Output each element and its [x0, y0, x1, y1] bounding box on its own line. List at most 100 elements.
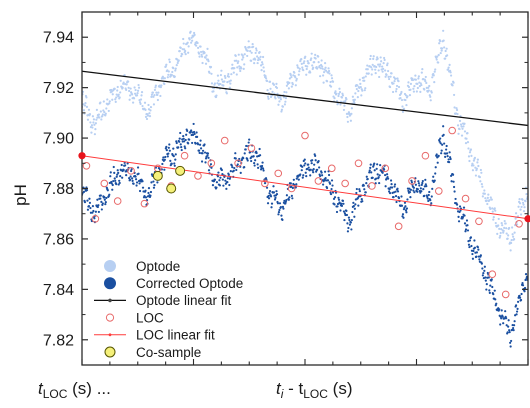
corrected-optode-point — [454, 197, 457, 201]
optode-point — [438, 42, 441, 45]
corrected-optode-point — [105, 196, 108, 200]
optode-point — [171, 70, 174, 74]
corrected-optode-point — [209, 163, 213, 166]
legend-label-loc_fit: LOC linear fit — [136, 328, 215, 343]
optode-point — [140, 94, 143, 97]
optode-point — [188, 38, 191, 41]
optode-point — [258, 51, 261, 54]
corrected-optode-point — [325, 186, 329, 190]
axis-ticks: 7.82 7.84 7.86 7.88 7.90 7.92 7.94 — [43, 12, 530, 365]
optode-point — [514, 212, 518, 215]
optode-point — [227, 72, 230, 76]
corrected-optode-point — [407, 189, 410, 192]
optode-point — [240, 67, 243, 70]
optode-point — [424, 75, 427, 79]
optode-point — [290, 85, 293, 88]
optode-point — [143, 101, 147, 104]
corrected-optode-point — [373, 162, 376, 165]
optode-point — [91, 126, 94, 129]
corrected-optode-point — [427, 199, 430, 203]
optode-point — [170, 73, 173, 77]
corrected-optode-point — [219, 176, 222, 179]
corrected-optode-point — [403, 201, 407, 204]
corrected-optode-point — [137, 172, 140, 175]
optode-point — [251, 43, 254, 46]
corrected-optode-point — [352, 204, 355, 208]
optode-point — [394, 77, 397, 80]
corrected-optode-point — [442, 133, 445, 136]
optode-point — [99, 110, 102, 113]
optode-point — [281, 105, 285, 108]
corrected-optode-point — [340, 202, 343, 205]
optode-point — [486, 196, 489, 199]
optode-point — [297, 73, 300, 76]
optode-point — [337, 92, 341, 96]
loc-fit-endpoint-marker — [524, 215, 530, 223]
optode-point — [423, 88, 426, 91]
corrected-optode-point — [438, 140, 441, 143]
corrected-optode-point — [115, 175, 118, 178]
optode-point — [341, 92, 344, 95]
optode-point — [242, 56, 245, 59]
optode-point — [372, 57, 375, 60]
corrected-optode-point — [333, 196, 337, 199]
optode-point — [407, 85, 411, 89]
corrected-optode-point — [289, 182, 292, 185]
corrected-optode-point — [472, 249, 475, 253]
optode-point — [427, 89, 430, 92]
corrected-optode-point — [475, 251, 478, 254]
corrected-optode-point — [111, 183, 114, 187]
optode-point — [370, 66, 373, 69]
optode-point — [239, 69, 242, 73]
optode-point — [309, 71, 312, 74]
corrected-optode-point — [187, 142, 190, 145]
corrected-optode-point — [275, 193, 279, 196]
optode-point — [288, 81, 291, 85]
corrected-optode-point — [167, 146, 170, 149]
corrected-optode-point — [365, 182, 368, 185]
optode-point — [513, 231, 516, 234]
corrected-optode-point — [468, 239, 472, 242]
corrected-optode-point — [108, 193, 111, 196]
corrected-optode-point — [513, 320, 516, 323]
corrected-optode-point — [250, 159, 253, 163]
optode-point — [103, 110, 106, 114]
corrected-optode-point — [173, 164, 176, 167]
corrected-optode-point — [368, 169, 371, 172]
optode-point — [490, 198, 493, 201]
corrected-optode-point — [440, 149, 443, 152]
loc-point — [354, 159, 363, 168]
optode-point — [159, 86, 162, 89]
optode-point — [380, 60, 383, 63]
optode-point — [271, 90, 274, 93]
optode-point — [501, 224, 504, 227]
corrected-optode-point — [505, 324, 508, 327]
optode-point — [385, 73, 388, 77]
optode-point — [250, 51, 253, 54]
corrected-optode-point — [509, 345, 512, 348]
corrected-optode-point — [230, 164, 233, 167]
corrected-optode-point — [144, 189, 147, 192]
corrected-optode-point — [314, 154, 317, 157]
corrected-optode-point — [100, 208, 103, 211]
optode-point — [189, 30, 192, 33]
optode-point — [193, 31, 196, 35]
optode-point — [306, 59, 309, 63]
corrected-optode-point — [405, 211, 408, 214]
optode-point — [133, 86, 136, 89]
corrected-optode-point — [96, 205, 99, 209]
loc-point — [113, 197, 122, 205]
optode-point — [311, 64, 314, 67]
corrected-optode-point — [402, 216, 405, 219]
optode-point — [220, 69, 223, 72]
optode-point — [441, 47, 444, 50]
optode-point — [397, 85, 401, 89]
optode-point — [362, 76, 365, 79]
optode-point — [157, 91, 160, 94]
optode-point — [372, 55, 375, 58]
optode-point — [345, 97, 348, 101]
optode-point — [371, 63, 374, 66]
optode-point — [493, 207, 496, 210]
optode-point — [305, 73, 308, 76]
corrected-optode-point — [199, 147, 203, 150]
